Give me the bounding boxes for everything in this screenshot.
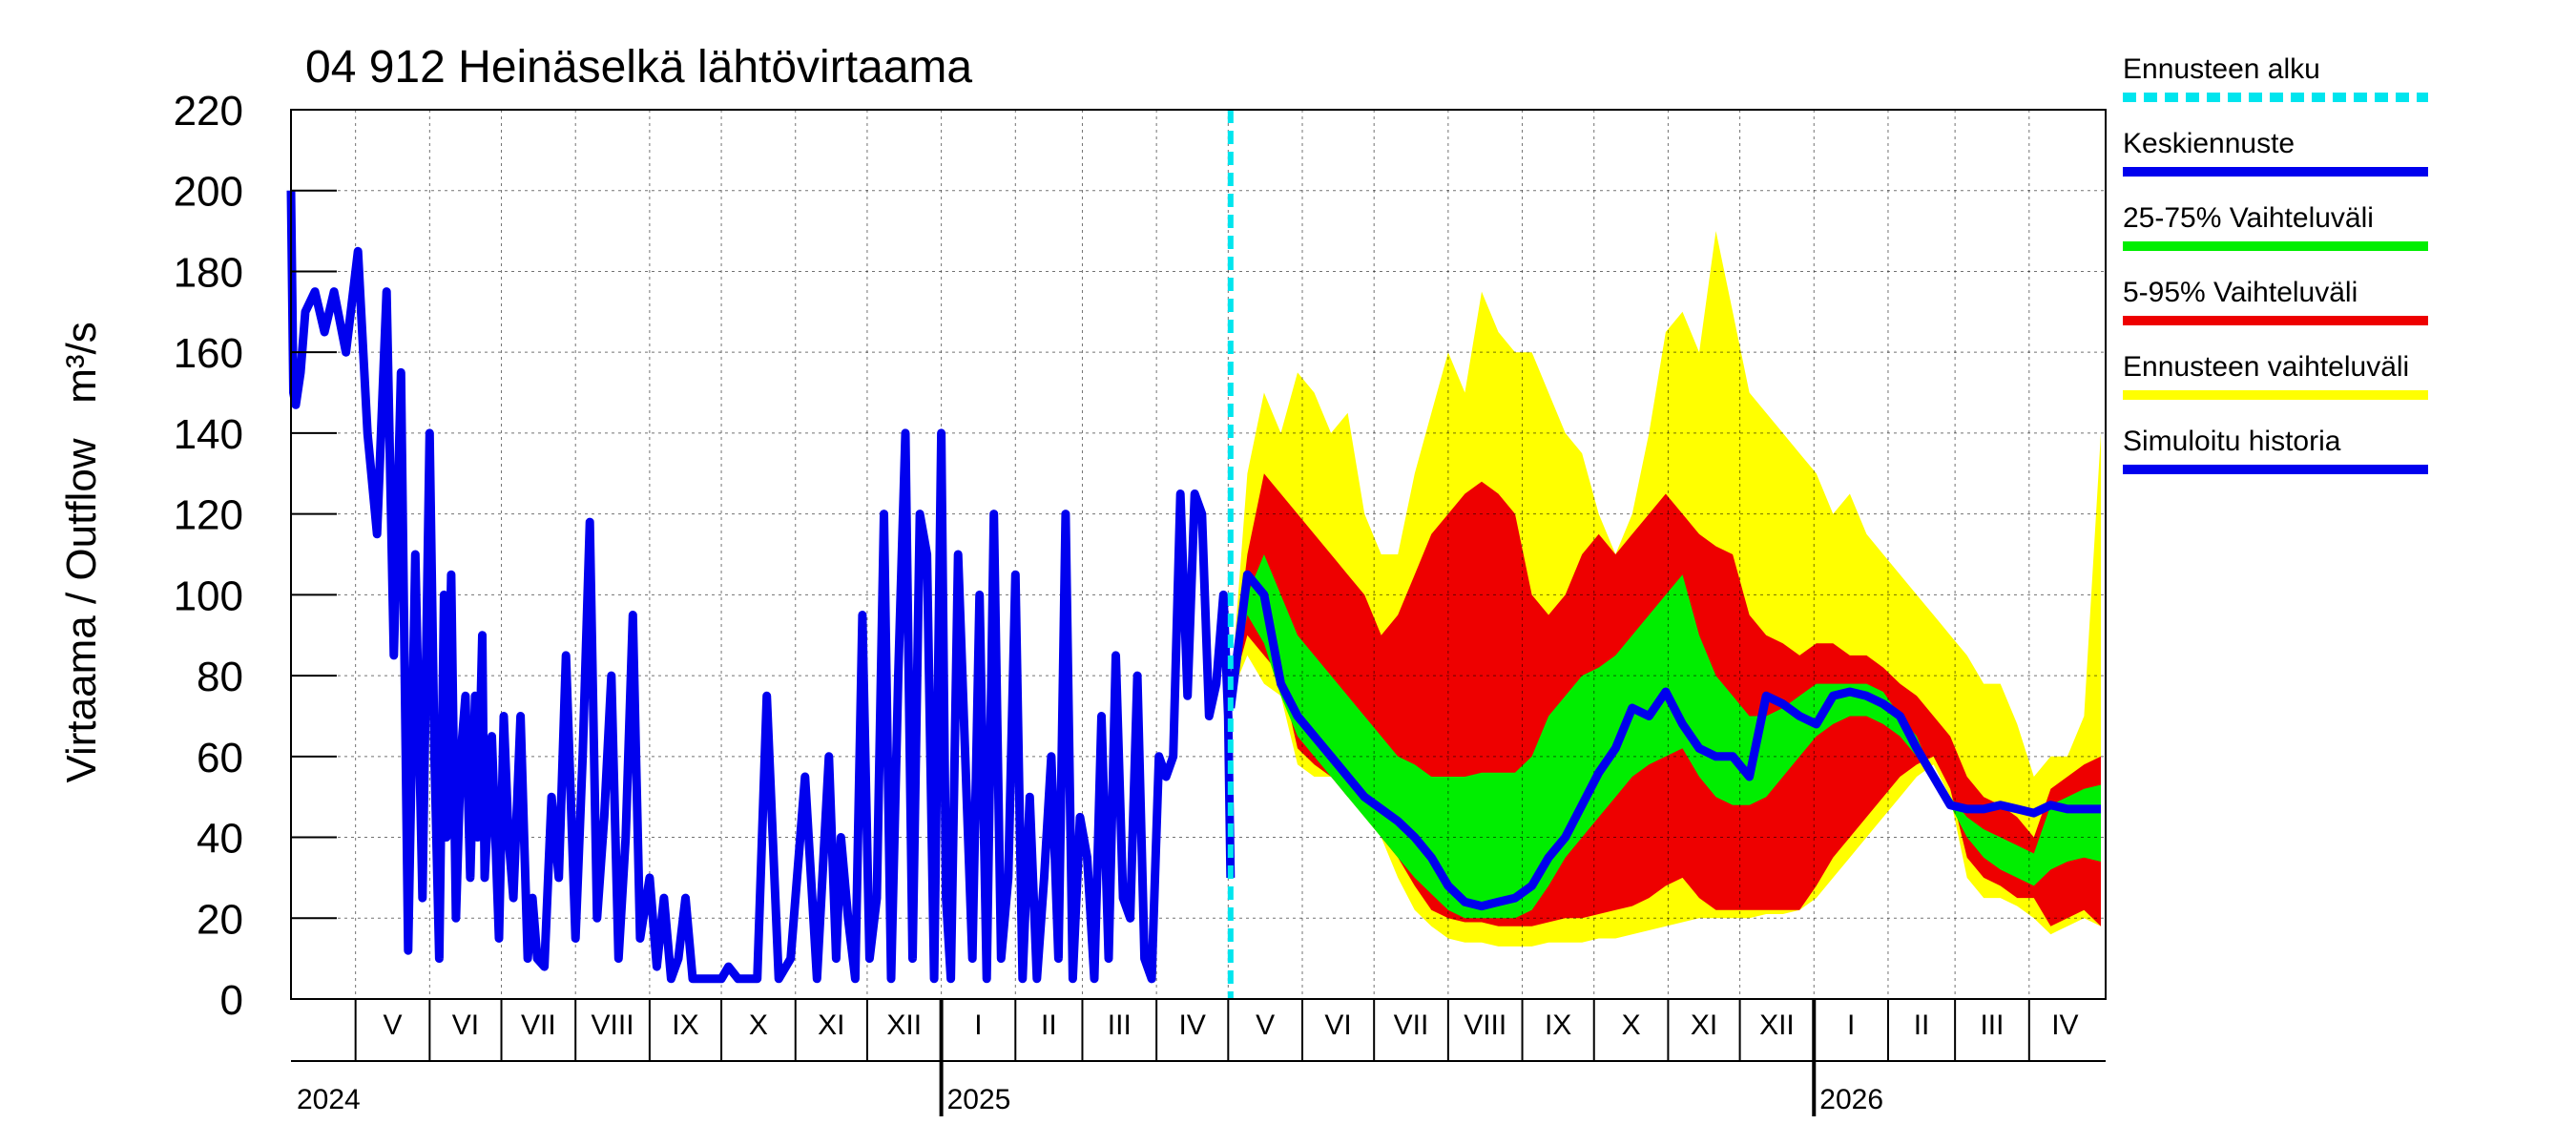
plot-frame [290, 109, 2107, 1000]
y-tick-label: 200 [174, 169, 243, 216]
year-label: 2025 [947, 1084, 1011, 1115]
y-tick-label: 220 [174, 88, 243, 135]
month-label: V [1256, 1010, 1275, 1041]
month-label: VIII [1464, 1010, 1506, 1041]
median-forecast-line [1226, 570, 2101, 911]
month-label: III [1108, 1010, 1132, 1041]
y-tick-label: 0 [220, 977, 243, 1024]
month-label: X [1622, 1010, 1641, 1041]
legend-label: 5-95% Vaihteluväli [2123, 277, 2358, 308]
series-lines [286, 110, 2101, 999]
legend-label: Ennusteen vaihteluväli [2123, 351, 2409, 383]
month-label: II [1914, 1010, 1930, 1041]
legend-label: Ennusteen alku [2123, 53, 2320, 85]
forecast-bands [1230, 231, 2101, 947]
month-label: X [749, 1010, 768, 1041]
legend-label: Simuloitu historia [2123, 426, 2341, 457]
month-label: XII [886, 1010, 922, 1041]
month-label: XII [1759, 1010, 1795, 1041]
simulated-history-line [286, 190, 1236, 984]
month-label: XI [818, 1010, 844, 1041]
month-label: I [1847, 1010, 1855, 1041]
y-tick-label: 80 [197, 654, 243, 700]
month-label: I [974, 1010, 982, 1041]
year-label: 2026 [1819, 1084, 1883, 1115]
y-tick-label: 40 [197, 816, 243, 863]
legend-label: 25-75% Vaihteluväli [2123, 202, 2374, 234]
y-axis-title: Virtaama / Outflow [58, 438, 105, 782]
legend-label: Keskiennuste [2123, 128, 2295, 159]
month-label: IX [1545, 1010, 1571, 1041]
month-label: V [383, 1010, 402, 1041]
month-label: XI [1691, 1010, 1717, 1041]
month-label: II [1041, 1010, 1057, 1041]
month-label: VI [452, 1010, 479, 1041]
y-tick-label: 140 [174, 411, 243, 458]
month-label: VII [1394, 1010, 1429, 1041]
legend: Ennusteen alku Keskiennuste 25-75% Vaihtel… [2123, 53, 2428, 474]
month-label: IV [2051, 1010, 2078, 1041]
y-tick-label: 180 [174, 249, 243, 296]
month-label: VIII [592, 1010, 634, 1041]
chart-title: 04 912 Heinäselkä lähtövirtaama [305, 42, 972, 93]
month-label: VII [521, 1010, 556, 1041]
y-axis-unit: m³/s [58, 322, 105, 404]
month-label: VI [1324, 1010, 1351, 1041]
month-label: III [1980, 1010, 2004, 1041]
y-tick-label: 160 [174, 330, 243, 377]
year-label: 2024 [297, 1084, 361, 1115]
month-label: IV [1179, 1010, 1206, 1041]
y-tick-label: 60 [197, 735, 243, 781]
y-tick-label: 20 [197, 896, 243, 943]
y-tick-label: 120 [174, 492, 243, 539]
y-tick-label: 100 [174, 572, 243, 619]
month-label: IX [672, 1010, 698, 1041]
